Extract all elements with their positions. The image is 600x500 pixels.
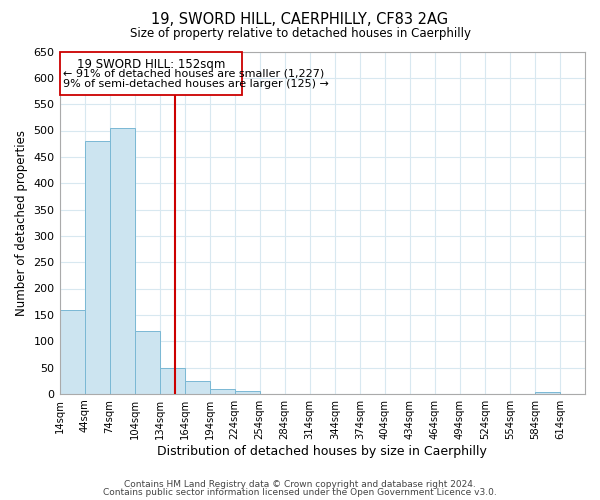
Text: Contains public sector information licensed under the Open Government Licence v3: Contains public sector information licen… (103, 488, 497, 497)
Bar (134, 330, 160, 394)
Bar (185, 380, 209, 394)
Bar (160, 368, 185, 394)
Bar (235, 391, 260, 394)
Text: Size of property relative to detached houses in Caerphilly: Size of property relative to detached ho… (130, 28, 470, 40)
X-axis label: Distribution of detached houses by size in Caerphilly: Distribution of detached houses by size … (157, 444, 487, 458)
Text: Contains HM Land Registry data © Crown copyright and database right 2024.: Contains HM Land Registry data © Crown c… (124, 480, 476, 489)
Bar (110, 128, 134, 394)
Bar (209, 388, 235, 394)
Text: 9% of semi-detached houses are larger (125) →: 9% of semi-detached houses are larger (1… (63, 79, 329, 89)
Bar (85, 141, 110, 394)
Bar (59, 310, 85, 394)
Bar (535, 392, 560, 394)
Y-axis label: Number of detached properties: Number of detached properties (15, 130, 28, 316)
FancyBboxPatch shape (59, 52, 242, 94)
Text: 19 SWORD HILL: 152sqm: 19 SWORD HILL: 152sqm (77, 58, 225, 71)
Text: 19, SWORD HILL, CAERPHILLY, CF83 2AG: 19, SWORD HILL, CAERPHILLY, CF83 2AG (151, 12, 449, 28)
Text: ← 91% of detached houses are smaller (1,227): ← 91% of detached houses are smaller (1,… (63, 68, 324, 78)
